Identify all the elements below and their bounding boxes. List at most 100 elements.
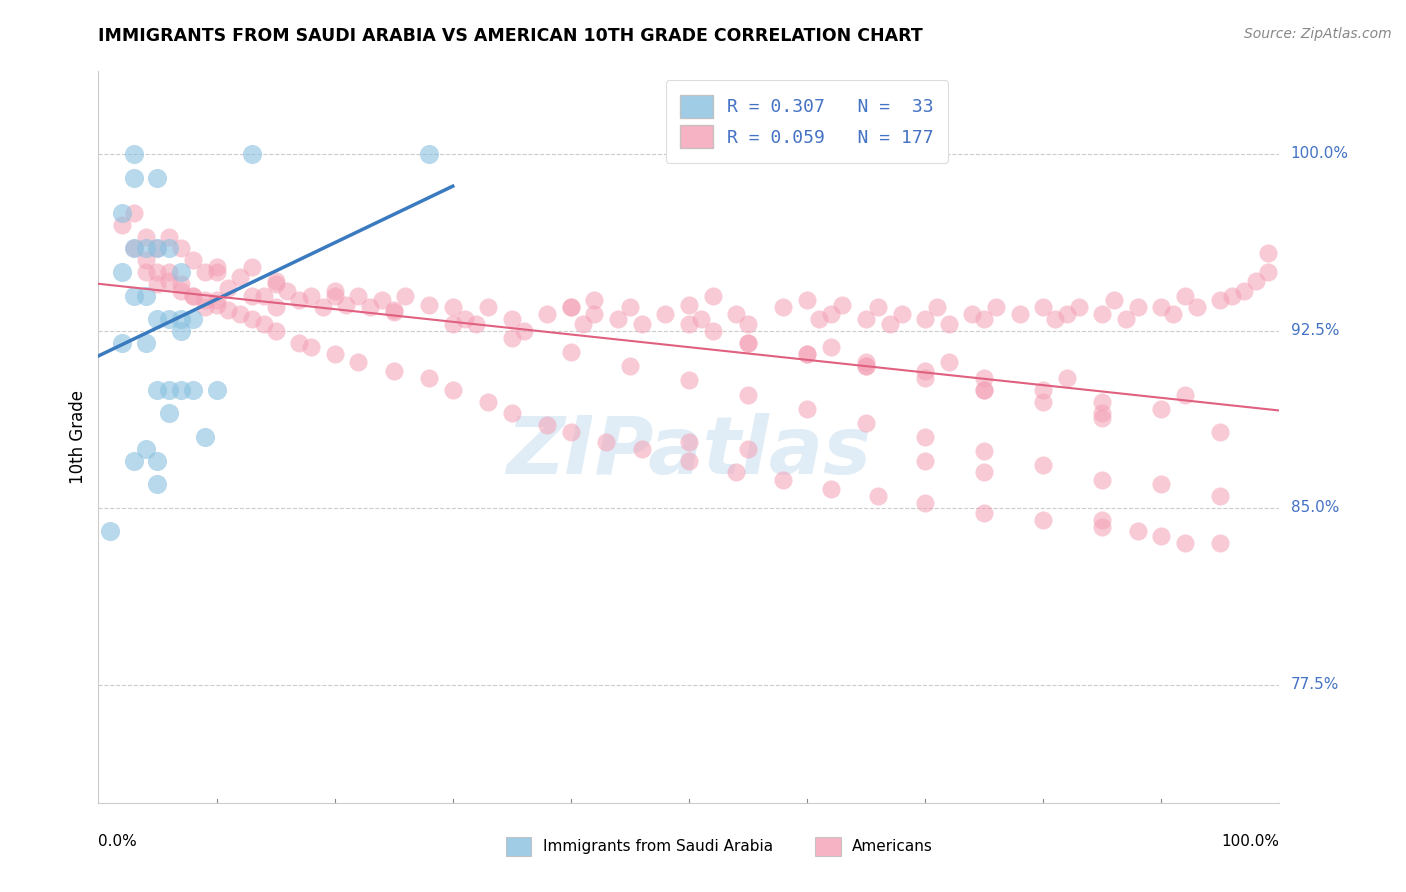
Point <box>181 288 204 302</box>
Point <box>772 473 794 487</box>
Point <box>418 371 440 385</box>
Point <box>477 394 499 409</box>
Point <box>619 301 641 315</box>
Point <box>122 170 145 185</box>
Point <box>619 359 641 374</box>
Point <box>135 229 157 244</box>
Point <box>264 324 287 338</box>
Point <box>1233 284 1256 298</box>
Point <box>441 317 464 331</box>
Point <box>1032 383 1054 397</box>
Point <box>678 317 700 331</box>
Point <box>229 307 252 321</box>
Point <box>194 265 217 279</box>
Text: IMMIGRANTS FROM SAUDI ARABIA VS AMERICAN 10TH GRADE CORRELATION CHART: IMMIGRANTS FROM SAUDI ARABIA VS AMERICAN… <box>98 27 924 45</box>
Point <box>135 288 157 302</box>
Point <box>737 317 759 331</box>
Point <box>855 354 877 368</box>
Point <box>1150 477 1173 491</box>
Point <box>335 298 357 312</box>
Point <box>1008 307 1031 321</box>
Point <box>855 416 877 430</box>
Point <box>170 324 193 338</box>
Point <box>418 298 440 312</box>
Point <box>678 434 700 449</box>
Point <box>122 147 145 161</box>
Point <box>855 312 877 326</box>
Point <box>962 307 984 321</box>
Point <box>796 293 818 308</box>
Point <box>359 301 381 315</box>
Text: 0.0%: 0.0% <box>98 834 138 849</box>
Point <box>1185 301 1208 315</box>
Point <box>122 241 145 255</box>
Point <box>264 274 287 288</box>
Point <box>1032 513 1054 527</box>
Point <box>973 371 995 385</box>
Point <box>276 284 298 298</box>
Point <box>583 293 606 308</box>
Point <box>1209 425 1232 440</box>
Point <box>205 298 228 312</box>
Point <box>111 265 134 279</box>
Point <box>914 430 936 444</box>
Text: 85.0%: 85.0% <box>1291 500 1339 516</box>
Point <box>725 307 748 321</box>
Point <box>1102 293 1125 308</box>
Point <box>181 312 204 326</box>
Point <box>1244 274 1267 288</box>
Point <box>157 241 180 255</box>
Point <box>501 331 523 345</box>
Point <box>288 293 311 308</box>
Point <box>181 253 204 268</box>
Point <box>323 284 346 298</box>
Point <box>689 312 711 326</box>
Point <box>299 288 322 302</box>
Point <box>595 434 617 449</box>
Point <box>323 347 346 361</box>
Point <box>1115 312 1137 326</box>
Text: Immigrants from Saudi Arabia: Immigrants from Saudi Arabia <box>543 839 773 854</box>
Point <box>418 147 440 161</box>
Point <box>725 466 748 480</box>
Point <box>560 301 582 315</box>
Text: Americans: Americans <box>852 839 934 854</box>
Point <box>1091 407 1114 421</box>
Point <box>465 317 488 331</box>
Point <box>1091 411 1114 425</box>
Point <box>914 364 936 378</box>
Point <box>796 347 818 361</box>
Point <box>890 307 912 321</box>
Point <box>382 305 405 319</box>
Point <box>560 301 582 315</box>
Point <box>630 317 652 331</box>
Point <box>512 324 534 338</box>
Point <box>240 312 263 326</box>
Point <box>879 317 901 331</box>
Point <box>111 335 134 350</box>
Point <box>157 265 180 279</box>
Y-axis label: 10th Grade: 10th Grade <box>69 390 87 484</box>
Point <box>973 506 995 520</box>
Point <box>194 293 217 308</box>
Point <box>157 274 180 288</box>
Point <box>1257 246 1279 260</box>
Point <box>1161 307 1184 321</box>
Point <box>737 442 759 456</box>
Point <box>1174 288 1197 302</box>
Point <box>229 269 252 284</box>
Point <box>560 425 582 440</box>
Point <box>1126 524 1149 539</box>
Point <box>973 312 995 326</box>
Point <box>122 453 145 467</box>
Point <box>1091 473 1114 487</box>
Point <box>571 317 593 331</box>
Legend: R = 0.307   N =  33, R = 0.059   N = 177: R = 0.307 N = 33, R = 0.059 N = 177 <box>666 80 948 163</box>
Point <box>205 383 228 397</box>
Point <box>122 206 145 220</box>
Point <box>146 241 169 255</box>
Point <box>253 288 276 302</box>
Point <box>984 301 1007 315</box>
Point <box>135 335 157 350</box>
Point <box>855 359 877 374</box>
